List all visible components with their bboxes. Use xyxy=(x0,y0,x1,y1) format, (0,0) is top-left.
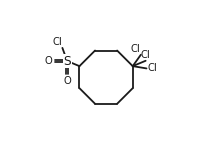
Text: Cl: Cl xyxy=(140,50,150,60)
Text: Cl: Cl xyxy=(130,44,140,54)
Text: S: S xyxy=(63,55,71,68)
Text: O: O xyxy=(63,76,71,86)
Text: Cl: Cl xyxy=(52,37,62,47)
Text: Cl: Cl xyxy=(146,63,156,73)
Text: O: O xyxy=(44,56,52,66)
